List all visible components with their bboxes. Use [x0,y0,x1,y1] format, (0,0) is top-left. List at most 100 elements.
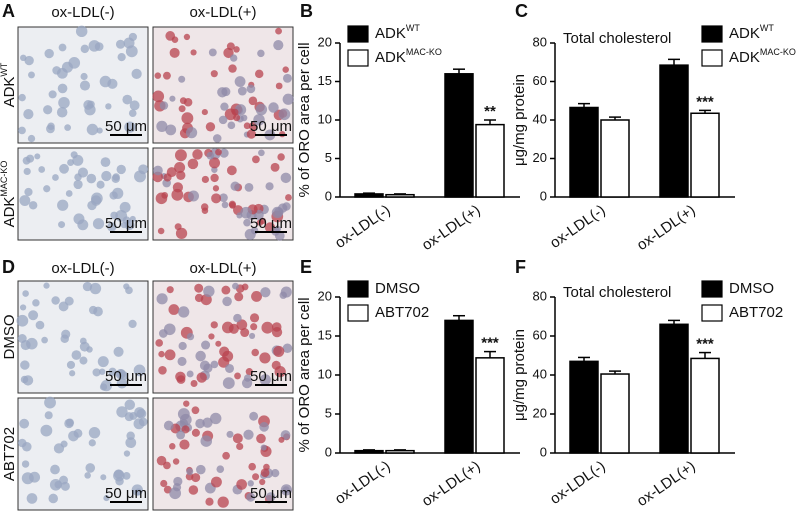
cell [223,47,234,59]
cell [131,68,142,79]
cell [205,122,216,132]
cell [154,72,162,79]
scale-bar-label: 50 μm [250,485,292,502]
cell [73,213,85,225]
cell [131,484,143,496]
cell [177,356,187,366]
cell [194,293,204,303]
cell [24,187,33,197]
cell [271,326,283,338]
cell [271,468,280,478]
cell [86,123,99,136]
row-label-sup: MAC-KO [0,161,9,197]
cell [18,126,26,135]
cell [80,72,88,81]
cell [103,495,110,502]
cell [153,165,163,176]
y-tick-label: 15 [318,73,332,88]
cell [136,408,147,419]
cell [228,64,237,73]
cell [113,346,124,357]
y-axis-label: μg/mg protein [511,74,528,166]
cell [128,319,137,329]
cell [273,40,284,51]
cell [234,76,246,87]
cell [188,485,199,495]
cell [58,96,70,109]
cell [208,333,215,340]
cell [178,306,190,318]
cell [58,221,66,229]
cell [156,293,168,305]
cell [28,71,35,79]
cell [44,396,56,409]
cell [282,93,294,105]
cell [249,313,260,323]
cell [247,480,254,487]
cell [236,319,248,331]
x-tick-label: ox-LDL(-) [547,458,609,508]
cell [172,483,182,492]
cell [105,103,112,110]
cell [66,360,76,369]
legend-label: ABT702 [729,304,783,321]
x-tick-label: ox-LDL(-) [332,202,394,252]
cell [97,356,109,368]
cell [216,465,225,473]
cell [156,120,168,132]
cell [219,193,228,202]
cell [280,286,292,298]
cell [22,156,31,165]
cell [178,105,186,113]
cell [117,53,126,62]
cell [218,115,228,125]
cell [220,102,229,111]
cell [179,439,190,450]
cell [38,166,46,173]
cell [194,283,204,293]
cell [158,350,165,358]
cell [252,155,260,164]
cell [230,54,238,62]
cell [65,418,75,427]
cell [158,329,168,338]
cell [243,429,254,440]
y-tick-label: 60 [533,327,547,342]
cell [205,497,214,506]
cell [50,464,60,475]
cell [240,328,250,338]
cell [44,411,53,420]
panel-letter: D [2,257,15,277]
x-tick-label: ox-LDL(+) [634,202,699,254]
y-tick-label: 5 [325,405,332,420]
cell [278,203,288,213]
cell [249,332,256,339]
cell [255,103,268,116]
cell [134,170,146,183]
legend-swatch [347,25,369,43]
legend-label-sup: MAC-KO [760,47,796,57]
cell [218,356,230,368]
cell [196,464,206,475]
cell [101,170,112,182]
cell [221,285,231,295]
cell [251,290,263,302]
cell [47,122,55,130]
cell [265,182,274,191]
cell [275,82,283,90]
cell [210,360,219,369]
cell [19,195,31,206]
row-label-main: ADK [1,197,18,228]
cell [23,167,31,176]
cell [43,282,50,289]
cell [19,304,27,311]
cell [210,412,222,425]
chart-title: Total cholesterol [563,30,671,47]
cell [79,337,87,345]
y-tick-label: 10 [318,111,332,126]
significance-mark: ** [484,103,496,120]
cell [186,468,194,476]
cell [261,321,274,334]
cell [236,442,244,451]
